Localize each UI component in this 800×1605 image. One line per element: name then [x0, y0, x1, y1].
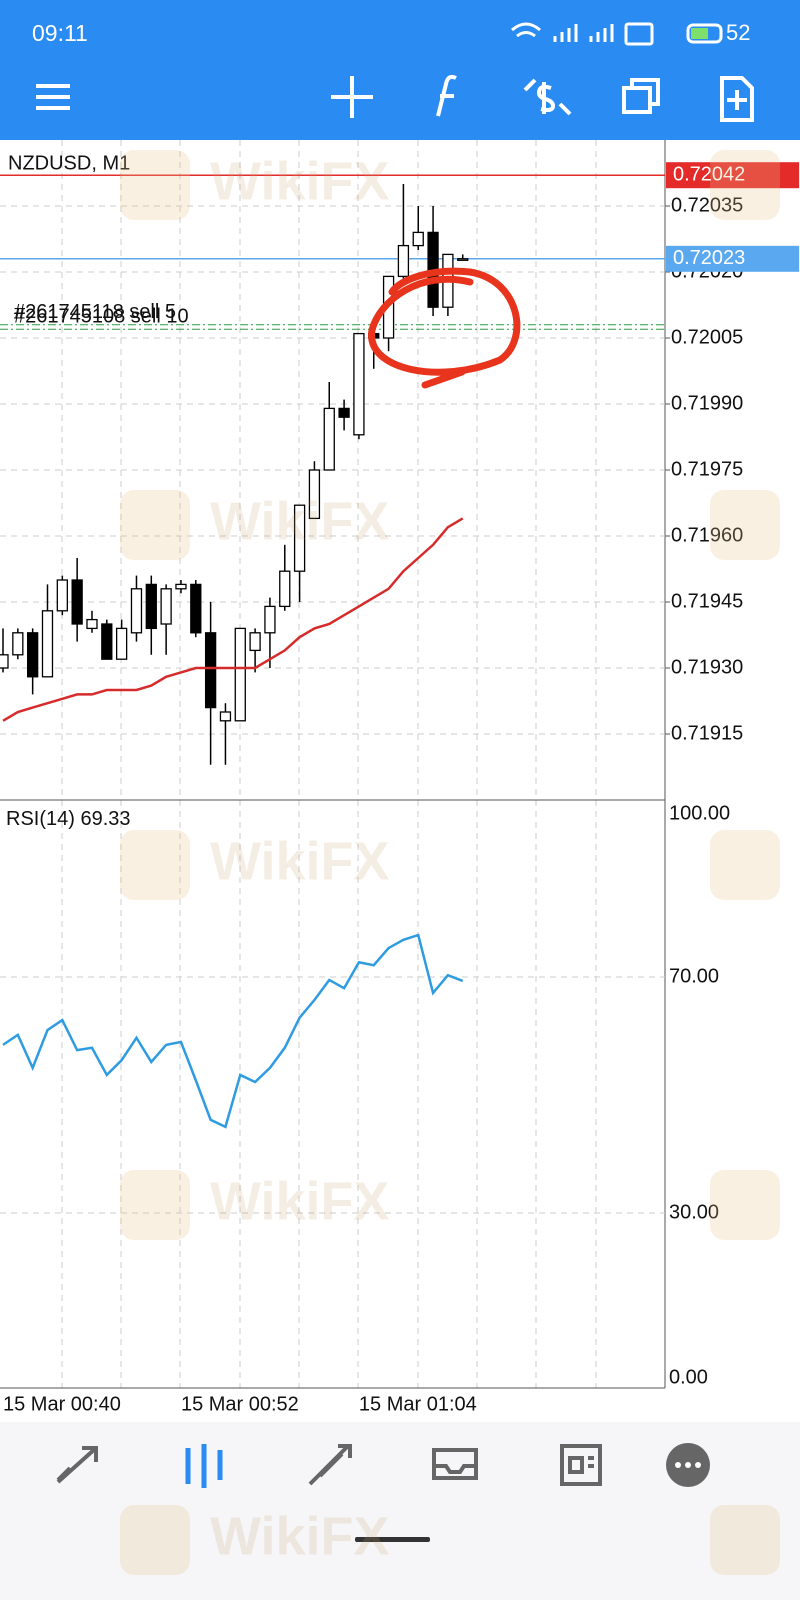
- y-tick-label: 0.72005: [671, 326, 743, 348]
- y-tick-label: 0.71915: [671, 722, 743, 744]
- home-indicator: [355, 1537, 430, 1542]
- candle-body: [101, 623, 113, 660]
- candle-body: [338, 407, 350, 418]
- candle-body: [115, 627, 128, 660]
- menu-button[interactable]: [36, 84, 70, 110]
- y-tick-label: 0.71990: [671, 392, 743, 414]
- watermark-logo: [710, 1170, 780, 1240]
- y-tick-label: 0.71945: [671, 590, 743, 612]
- candle-body: [234, 627, 246, 722]
- candle-body: [56, 579, 68, 612]
- watermark-logo: [120, 490, 190, 560]
- candle-body: [397, 244, 410, 278]
- watermark-text: WikiFX: [210, 491, 390, 551]
- candle-body: [130, 588, 143, 634]
- rsi-title: RSI(14) 69.33: [6, 808, 131, 830]
- candle-body: [249, 632, 261, 652]
- trade-button[interactable]: [523, 78, 572, 116]
- candle-body: [175, 583, 187, 590]
- windows-button[interactable]: [622, 78, 660, 114]
- x-tick-label: 15 Mar 00:52: [181, 1393, 299, 1415]
- rsi-name: RSI(14): [6, 808, 75, 830]
- candle-body: [279, 570, 291, 608]
- y-tick-label: 70.00: [669, 965, 719, 987]
- nav-chart[interactable]: [185, 1444, 223, 1488]
- watermark-logo: [710, 490, 780, 560]
- watermark-logo: [120, 1170, 190, 1240]
- y-tick-label: 100.00: [669, 802, 730, 824]
- x-tick-label: 15 Mar 01:04: [359, 1393, 477, 1415]
- candle-body: [457, 258, 469, 261]
- bottom-nav: [0, 1422, 800, 1600]
- watermark-logo: [120, 150, 190, 220]
- moving-average: [2, 517, 464, 722]
- bid-label: 0.72042: [673, 163, 745, 185]
- x-tick-label: 15 Mar 00:40: [3, 1393, 121, 1415]
- battery-text: 52: [726, 20, 750, 45]
- watermark-logo: [710, 830, 780, 900]
- status-time: 09:11: [32, 20, 88, 46]
- candle-body: [190, 583, 202, 634]
- candle-body: [41, 610, 54, 678]
- watermark-logo: [710, 1505, 780, 1575]
- symbol-title: NZDUSD, M1: [8, 152, 130, 174]
- candle-body: [293, 504, 306, 572]
- nav-quotes[interactable]: [56, 1446, 98, 1484]
- watermark-text: WikiFX: [210, 1506, 390, 1566]
- candle-body: [412, 231, 424, 247]
- toolbar: [36, 74, 754, 122]
- watermark-logo: [120, 1505, 190, 1575]
- candle-body: [219, 711, 232, 722]
- candle-body: [353, 332, 365, 436]
- watermark-logo: [120, 830, 190, 900]
- y-tick-label: 0.71975: [671, 458, 743, 480]
- candle-body: [204, 632, 217, 709]
- crosshair-button[interactable]: [331, 76, 373, 118]
- ask-box: [666, 245, 799, 272]
- candle-body: [0, 654, 9, 669]
- watermark-text: WikiFX: [210, 831, 390, 891]
- candle-body: [145, 583, 157, 630]
- candle-body: [86, 618, 98, 630]
- y-tick-label: 0.72035: [671, 194, 743, 216]
- ask-label: 0.72023: [673, 247, 745, 269]
- annotation-circle: [368, 267, 521, 389]
- status-icons: [511, 22, 723, 46]
- rsi-value: 69.33: [80, 808, 130, 830]
- nav-history[interactable]: [432, 1448, 478, 1480]
- watermark-logo: [710, 150, 780, 220]
- battery-level: [691, 28, 708, 39]
- candle-body: [323, 407, 335, 471]
- nav-news[interactable]: [560, 1444, 602, 1486]
- order-label: #261745118 sell 5: [14, 301, 176, 323]
- watermark-text: WikiFX: [210, 1171, 390, 1231]
- bid-box: [666, 162, 799, 189]
- rsi-line: [2, 933, 464, 1129]
- new-order-button[interactable]: [720, 76, 754, 122]
- candle-body: [27, 632, 39, 678]
- y-tick-label: 0.71930: [671, 656, 743, 678]
- nav-trade[interactable]: [308, 1444, 352, 1486]
- indicator-button[interactable]: [436, 74, 457, 117]
- candle-body: [71, 579, 83, 625]
- candle-body: [12, 632, 24, 656]
- candle-body: [264, 605, 276, 634]
- nav-icons: [56, 1444, 602, 1488]
- order-label: #261745108 sell 10: [14, 305, 189, 327]
- y-tick-label: 0.00: [669, 1366, 708, 1388]
- y-tick-label: 0.71960: [671, 524, 743, 546]
- header-bg: [0, 0, 800, 140]
- y-tick-label: 30.00: [669, 1201, 719, 1223]
- candle-body: [160, 588, 172, 625]
- chart-bg: [0, 140, 800, 1422]
- watermark-text: WikiFX: [210, 151, 390, 211]
- chat-dots: [675, 1462, 701, 1468]
- candle-body: [308, 469, 321, 520]
